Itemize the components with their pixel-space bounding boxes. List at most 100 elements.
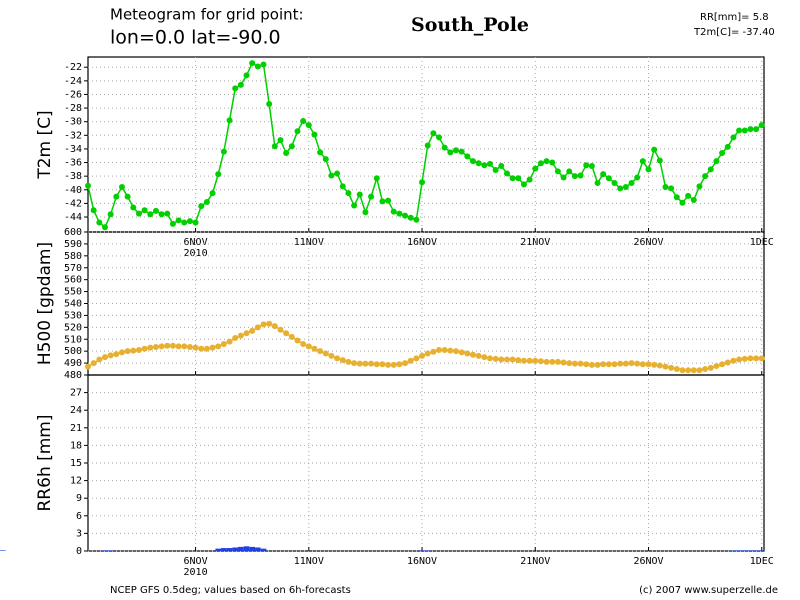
series-point (328, 172, 335, 179)
series-point (402, 212, 409, 219)
series-point (696, 367, 703, 374)
series-point (532, 357, 539, 364)
series-point (605, 175, 612, 182)
series-point (368, 193, 375, 200)
x-tick-label: 6NOV (184, 237, 208, 248)
series-point (639, 361, 646, 368)
y-tick-label: 21 (70, 423, 82, 434)
series-point (713, 158, 720, 165)
series-point (152, 207, 159, 214)
series-point (498, 356, 505, 363)
y-tick-label: -30 (64, 117, 82, 128)
series-point (385, 197, 392, 204)
series-point (232, 335, 239, 342)
y-tick-label: 18 (70, 440, 82, 451)
bar (215, 548, 222, 551)
series-point (560, 359, 567, 366)
series-point (594, 179, 601, 186)
series-point (192, 219, 199, 226)
bar (753, 550, 759, 551)
series-point (617, 360, 624, 367)
series-point (113, 351, 120, 358)
series-point (549, 159, 556, 166)
series-point (594, 361, 601, 368)
y-tick-label: -36 (64, 158, 82, 169)
series-point (186, 343, 193, 350)
series-point (651, 361, 658, 368)
series-point (486, 355, 493, 362)
series-point (747, 355, 754, 362)
series-point (469, 158, 476, 165)
series-point (685, 367, 692, 374)
series-point (209, 344, 216, 351)
series-point (175, 343, 182, 350)
series-point (690, 196, 697, 203)
series-point (736, 127, 743, 134)
series-point (249, 60, 256, 67)
bar (758, 550, 765, 551)
series-point (254, 324, 261, 331)
series-point (85, 363, 91, 370)
series-point (741, 127, 748, 134)
y-tick-label: 12 (70, 476, 82, 487)
header-line1: Meteogram for grid point: (110, 6, 304, 24)
series-point (430, 130, 437, 137)
series-point (135, 210, 142, 217)
series-point (266, 320, 273, 327)
y-axis-label: H500 [gpdam] (35, 242, 55, 365)
series-point (339, 357, 346, 364)
series-point (605, 361, 612, 368)
series-point (560, 174, 567, 181)
series-point (753, 126, 760, 133)
series-point (203, 345, 210, 352)
series-point (719, 150, 726, 157)
series-point (419, 179, 426, 186)
series-point (634, 174, 641, 181)
series-point (526, 176, 533, 183)
y-tick-label: 600 (64, 227, 82, 238)
bar (226, 548, 233, 551)
series-point (702, 366, 709, 373)
series-point (481, 354, 488, 361)
series-point (198, 345, 205, 352)
y-tick-label: -32 (64, 130, 82, 141)
series-point (515, 175, 522, 182)
y-tick-label: 27 (70, 388, 82, 399)
series-point (181, 343, 188, 350)
x-tick-label: 11NOV (294, 556, 324, 567)
series-point (583, 162, 590, 169)
series-point (424, 142, 431, 149)
y-tick-label: 490 (64, 358, 82, 369)
y-tick-label: 15 (70, 458, 82, 469)
series-point (662, 184, 669, 191)
series-point (85, 182, 91, 189)
series-point (130, 347, 137, 354)
series-point (158, 211, 165, 218)
series-point (407, 357, 414, 364)
series-point (741, 355, 748, 362)
series-point (260, 321, 267, 328)
series-point (611, 179, 618, 186)
series-point (311, 345, 318, 352)
series-point (356, 360, 363, 367)
series-point (334, 355, 341, 362)
series-point (305, 343, 312, 350)
series-point (753, 355, 760, 362)
y-tick-label: -26 (64, 89, 82, 100)
series-point (237, 332, 244, 339)
bar (419, 550, 425, 551)
series-point (622, 184, 629, 191)
series-point (588, 162, 595, 169)
series-point (317, 348, 324, 355)
series-point (611, 361, 618, 368)
series-point (645, 361, 652, 368)
series-point (294, 337, 301, 344)
series-point (634, 360, 641, 367)
series-point (158, 343, 165, 350)
series-point (118, 349, 125, 356)
x-tick-label: 11NOV (294, 237, 324, 248)
y-tick-label: -44 (64, 212, 82, 223)
series-point (736, 356, 743, 363)
series-point (492, 167, 499, 174)
series-point (402, 360, 409, 367)
